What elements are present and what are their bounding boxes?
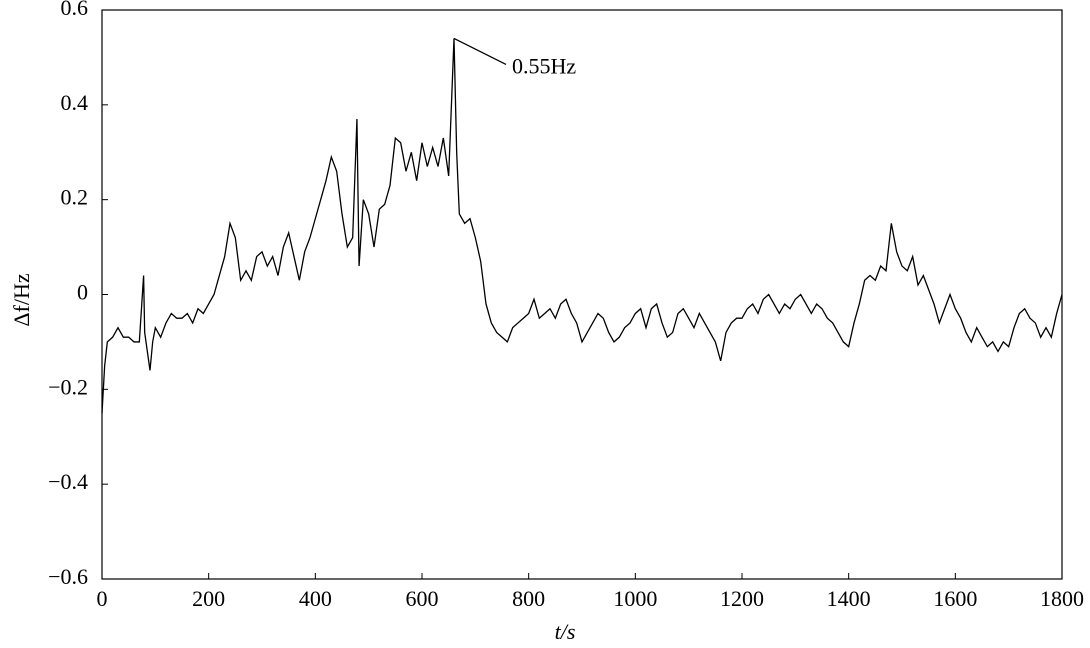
y-tick-label: 0.4 [61, 90, 89, 115]
annotation-leader [453, 37, 507, 65]
y-tick-label: −0.4 [48, 469, 88, 494]
y-tick-label: −0.2 [48, 374, 88, 399]
y-tick-label: −0.6 [48, 564, 88, 589]
x-axis-label: t/s [555, 619, 576, 644]
x-tick-label: 400 [299, 586, 332, 611]
y-tick-label: 0 [77, 280, 88, 305]
x-tick-label: 800 [512, 586, 545, 611]
x-tick-label: 0 [97, 586, 108, 611]
x-tick-label: 1600 [933, 586, 977, 611]
x-tick-label: 600 [406, 586, 439, 611]
annotation: 0.55Hz [512, 53, 576, 78]
x-tick-label: 200 [192, 586, 225, 611]
x-tick-label: 1800 [1040, 586, 1084, 611]
x-tick-label: 1000 [613, 586, 657, 611]
y-tick-label: 0.6 [61, 0, 89, 20]
y-axis-label: Δf/Hz [9, 273, 34, 326]
x-tick-label: 1400 [827, 586, 871, 611]
y-tick-label: 0.2 [61, 185, 89, 210]
x-tick-label: 1200 [720, 586, 764, 611]
data-line [101, 38, 1063, 414]
plot-frame [101, 9, 1063, 580]
